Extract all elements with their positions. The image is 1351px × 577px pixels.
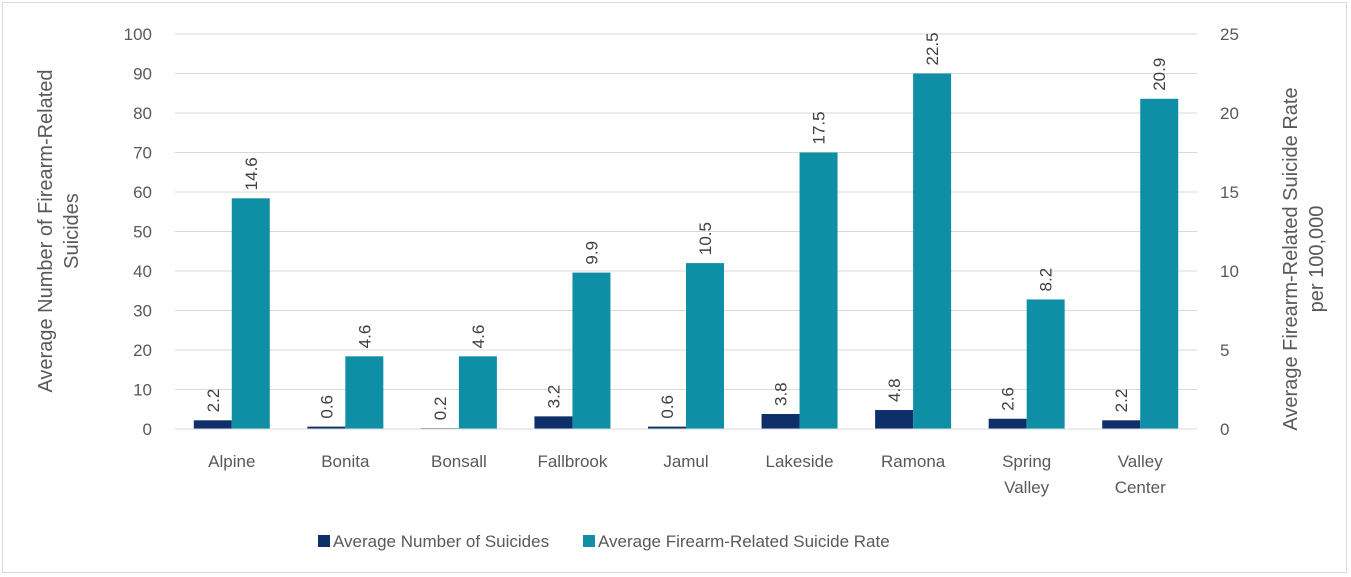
bar-count	[648, 426, 686, 429]
left-tick-label: 80	[133, 104, 152, 123]
right-tick-label: 0	[1220, 420, 1229, 439]
x-tick-label: Jamul	[663, 452, 708, 471]
data-label: 10.5	[696, 222, 715, 255]
bar-count	[761, 413, 800, 429]
right-axis-ticks: 0 5 10 15 20 25	[1220, 25, 1239, 439]
x-axis-ticks: Alpine Bonita Bonsall Fallbrook Jamul Lakesid…	[208, 452, 1166, 497]
left-tick-label: 20	[133, 341, 152, 360]
bar-count	[534, 416, 573, 429]
data-label: 4.8	[885, 378, 904, 402]
legend-swatch	[583, 535, 595, 547]
left-axis-ticks: 0 10 20 30 40 50 60 70 80 90 100	[124, 25, 152, 439]
legend-swatch	[318, 535, 330, 547]
x-tick-label: Fallbrook	[537, 452, 607, 471]
bar-rate	[1140, 98, 1179, 429]
left-tick-label: 90	[133, 65, 152, 84]
legend: Average Number of Suicides Average Firear…	[318, 532, 890, 551]
left-tick-label: 70	[133, 144, 152, 163]
data-labels: 2.2 14.6 0.6 4.6 0.2 4.6 3.2 9.9 0.6 10.5 3.8 17.5 4…	[204, 32, 1169, 420]
right-tick-label: 25	[1220, 25, 1239, 44]
bars	[193, 73, 1179, 429]
y-axis-title-right: Average Firearm-Related Suicide Rate per …	[1280, 87, 1328, 430]
data-label: 3.8	[772, 382, 791, 406]
data-label: 2.2	[1112, 389, 1131, 413]
right-tick-label: 20	[1220, 104, 1239, 123]
data-label: 0.2	[431, 397, 450, 421]
right-tick-label: 10	[1220, 262, 1239, 281]
bar-rate	[231, 198, 270, 429]
bar-rate	[913, 73, 952, 429]
bar-count	[988, 418, 1027, 429]
data-label: 14.6	[242, 157, 261, 190]
data-label: 2.6	[999, 387, 1018, 411]
x-tick-label: Bonita	[321, 452, 370, 471]
data-label: 2.2	[204, 389, 223, 413]
x-tick-label: Lakeside	[766, 452, 834, 471]
bar-rate	[686, 263, 724, 429]
x-tick-label: Ramona	[881, 452, 946, 471]
data-label: 4.6	[469, 325, 488, 349]
right-tick-label: 15	[1220, 183, 1239, 202]
data-label: 17.5	[810, 111, 829, 144]
left-tick-label: 60	[133, 183, 152, 202]
left-tick-label: 10	[133, 381, 152, 400]
legend-label: Average Firearm-Related Suicide Rate	[598, 532, 890, 551]
legend-label: Average Number of Suicides	[333, 532, 549, 551]
left-tick-label: 0	[143, 420, 152, 439]
y-axis-title-left: Average Number of Firearm-Related Suicide…	[35, 69, 83, 392]
data-label: 4.6	[355, 325, 374, 349]
bar-rate	[572, 272, 611, 429]
x-tick-label: Valley Center	[1115, 452, 1166, 497]
left-tick-label: 100	[124, 25, 152, 44]
data-label: 0.6	[658, 395, 677, 419]
bar-rate	[799, 152, 838, 429]
bar-count	[1102, 420, 1141, 429]
data-label: 3.2	[544, 385, 563, 409]
bar-count	[193, 420, 232, 429]
x-tick-label: Spring Valley	[1002, 452, 1051, 497]
bar-count	[307, 426, 346, 429]
bar-rate	[345, 356, 384, 429]
bar-rate	[458, 356, 497, 429]
x-tick-label: Bonsall	[431, 452, 487, 471]
data-label: 9.9	[582, 241, 601, 265]
right-tick-label: 5	[1220, 341, 1229, 360]
data-label: 8.2	[1037, 268, 1056, 292]
data-label: 22.5	[923, 32, 942, 65]
left-tick-label: 30	[133, 302, 152, 321]
data-label: 20.9	[1150, 58, 1169, 91]
bar-count	[875, 410, 914, 429]
left-tick-label: 50	[133, 223, 152, 242]
left-tick-label: 40	[133, 262, 152, 281]
data-label: 0.6	[317, 395, 336, 419]
bar-rate	[1026, 299, 1065, 429]
x-tick-label: Alpine	[208, 452, 255, 471]
